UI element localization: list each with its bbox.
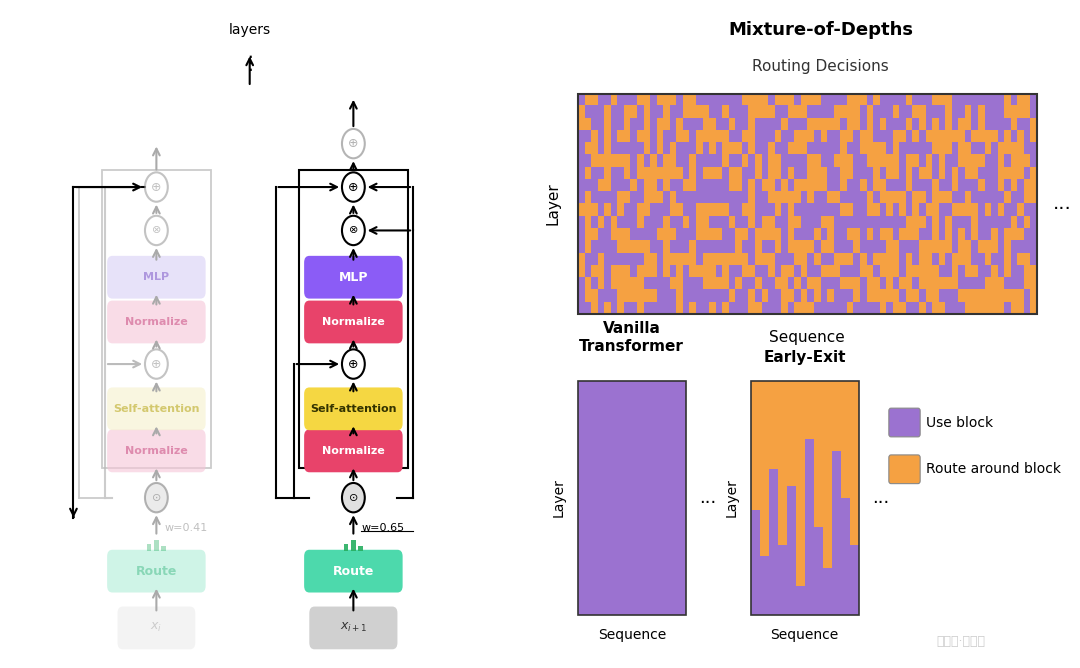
Text: Route around block: Route around block xyxy=(927,462,1061,476)
Circle shape xyxy=(342,349,365,379)
FancyBboxPatch shape xyxy=(305,430,403,472)
Bar xyxy=(102,170,211,468)
Text: Sequence: Sequence xyxy=(770,628,839,641)
FancyBboxPatch shape xyxy=(889,455,920,484)
Text: ⊕: ⊕ xyxy=(348,357,359,371)
Text: ⊕: ⊕ xyxy=(151,180,162,194)
Text: Normalize: Normalize xyxy=(322,317,384,327)
Text: MLP: MLP xyxy=(144,273,170,282)
Bar xyxy=(359,546,363,551)
Text: ⊙: ⊙ xyxy=(349,493,359,502)
Circle shape xyxy=(145,216,167,245)
FancyBboxPatch shape xyxy=(107,430,205,472)
Circle shape xyxy=(145,172,167,202)
Bar xyxy=(578,381,686,615)
Text: layers: layers xyxy=(229,23,271,37)
Circle shape xyxy=(342,129,365,158)
Bar xyxy=(343,544,349,551)
Text: ⊗: ⊗ xyxy=(349,226,359,235)
FancyBboxPatch shape xyxy=(107,301,205,343)
Bar xyxy=(351,540,355,551)
Text: 公众号·量子位: 公众号·量子位 xyxy=(936,635,986,648)
FancyBboxPatch shape xyxy=(107,256,205,299)
Bar xyxy=(161,546,166,551)
Circle shape xyxy=(145,483,167,512)
Text: Normalize: Normalize xyxy=(125,317,188,327)
Text: Self-attention: Self-attention xyxy=(310,404,396,413)
Bar xyxy=(751,381,859,615)
Text: Normalize: Normalize xyxy=(125,446,188,456)
FancyBboxPatch shape xyxy=(889,408,920,437)
Text: Routing Decisions: Routing Decisions xyxy=(753,59,889,74)
FancyBboxPatch shape xyxy=(118,607,195,649)
Text: ⊕: ⊕ xyxy=(348,180,359,194)
Text: $x_i$: $x_i$ xyxy=(150,621,162,635)
Text: Vanilla
Transformer: Vanilla Transformer xyxy=(579,321,685,353)
Text: Route: Route xyxy=(136,564,177,578)
Text: Sequence: Sequence xyxy=(597,628,666,641)
FancyBboxPatch shape xyxy=(305,256,403,299)
Text: Mixture-of-Depths: Mixture-of-Depths xyxy=(728,21,914,39)
Text: Normalize: Normalize xyxy=(322,446,384,456)
Bar xyxy=(154,540,159,551)
Text: ⊕: ⊕ xyxy=(151,357,162,371)
FancyBboxPatch shape xyxy=(305,550,403,593)
FancyBboxPatch shape xyxy=(305,387,403,430)
Text: ⊙: ⊙ xyxy=(151,493,161,502)
Text: Self-attention: Self-attention xyxy=(113,404,200,413)
FancyBboxPatch shape xyxy=(305,301,403,343)
Circle shape xyxy=(342,483,365,512)
Text: Layer: Layer xyxy=(552,478,566,517)
Bar xyxy=(147,544,151,551)
Text: ⊕: ⊕ xyxy=(348,137,359,150)
Text: ⊗: ⊗ xyxy=(151,226,161,235)
Text: Route: Route xyxy=(333,564,374,578)
Circle shape xyxy=(342,216,365,245)
Text: Layer: Layer xyxy=(546,182,561,225)
Bar xyxy=(299,170,408,468)
Text: Layer: Layer xyxy=(725,478,739,517)
FancyBboxPatch shape xyxy=(309,607,397,649)
Circle shape xyxy=(145,349,167,379)
Text: MLP: MLP xyxy=(339,271,368,284)
FancyBboxPatch shape xyxy=(107,387,205,430)
Bar xyxy=(578,94,1037,314)
Text: ⋮: ⋮ xyxy=(240,54,259,73)
Text: Early-Exit: Early-Exit xyxy=(764,350,846,365)
Text: Sequence: Sequence xyxy=(769,330,846,345)
Circle shape xyxy=(342,172,365,202)
Text: ...: ... xyxy=(1053,194,1071,213)
Text: Use block: Use block xyxy=(927,416,994,430)
Text: ...: ... xyxy=(873,489,889,506)
Text: w=0.65: w=0.65 xyxy=(361,523,404,533)
Text: $x_{i+1}$: $x_{i+1}$ xyxy=(339,621,367,635)
Text: ...: ... xyxy=(700,489,716,506)
FancyBboxPatch shape xyxy=(107,550,205,593)
Text: w=0.41: w=0.41 xyxy=(164,523,207,533)
